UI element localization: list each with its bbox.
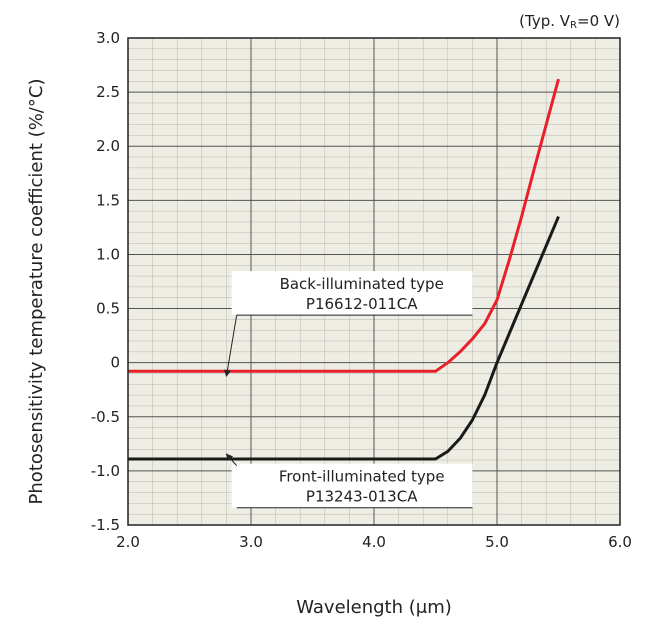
measurement-condition: (Typ. VR=0 V) — [519, 12, 620, 31]
y-tick-label: -0.5 — [91, 408, 120, 426]
series-1-label-line: P13243-013CA — [306, 488, 418, 506]
x-tick-label: 6.0 — [608, 533, 632, 551]
series-line-1 — [128, 216, 560, 461]
y-axis-ticks: 3.0 2.5 2.0 1.5 1.0 0.5 0 -0.5 -1.0 -1.5 — [91, 29, 120, 534]
series-0-label-line: Back-illuminated type — [280, 275, 444, 293]
x-axis-title: Wavelength (μm) — [296, 597, 452, 618]
y-tick-label: 1.5 — [96, 191, 120, 209]
callout-arrow — [223, 314, 238, 378]
y-tick-label: -1.5 — [91, 516, 120, 534]
callout-background — [231, 463, 473, 508]
y-tick-label: 2.0 — [96, 137, 120, 155]
series-0-label-line: P16612-011CA — [306, 295, 418, 313]
callout-background — [231, 271, 473, 316]
x-axis-ticks: 2.0 3.0 4.0 5.0 6.0 — [116, 533, 632, 551]
annotation-layer: Back-illuminated type P16612-011CA Front-i… — [223, 271, 473, 509]
x-tick-label: 2.0 — [116, 533, 140, 551]
condition-prefix: (Typ. V — [519, 12, 571, 30]
callout-arrow — [225, 453, 238, 467]
y-tick-label: 0 — [110, 354, 120, 372]
series-1-label-line: Front-illuminated type — [279, 468, 445, 486]
x-tick-label: 3.0 — [239, 533, 263, 551]
y-tick-label: 3.0 — [96, 29, 120, 47]
y-tick-label: -1.0 — [91, 462, 120, 480]
y-tick-label: 2.5 — [96, 83, 120, 101]
y-tick-label: 1.0 — [96, 245, 120, 263]
series-layer — [128, 78, 560, 461]
condition-suffix: =0 V) — [577, 12, 620, 30]
x-tick-label: 5.0 — [485, 533, 509, 551]
x-tick-label: 4.0 — [362, 533, 386, 551]
series-line-0 — [128, 78, 560, 373]
plot-frame — [127, 37, 621, 526]
y-axis-title: Photosensitivity temperature coefficient… — [26, 79, 47, 505]
condition-subscript: R — [570, 20, 577, 31]
y-tick-label: 0.5 — [96, 300, 120, 318]
